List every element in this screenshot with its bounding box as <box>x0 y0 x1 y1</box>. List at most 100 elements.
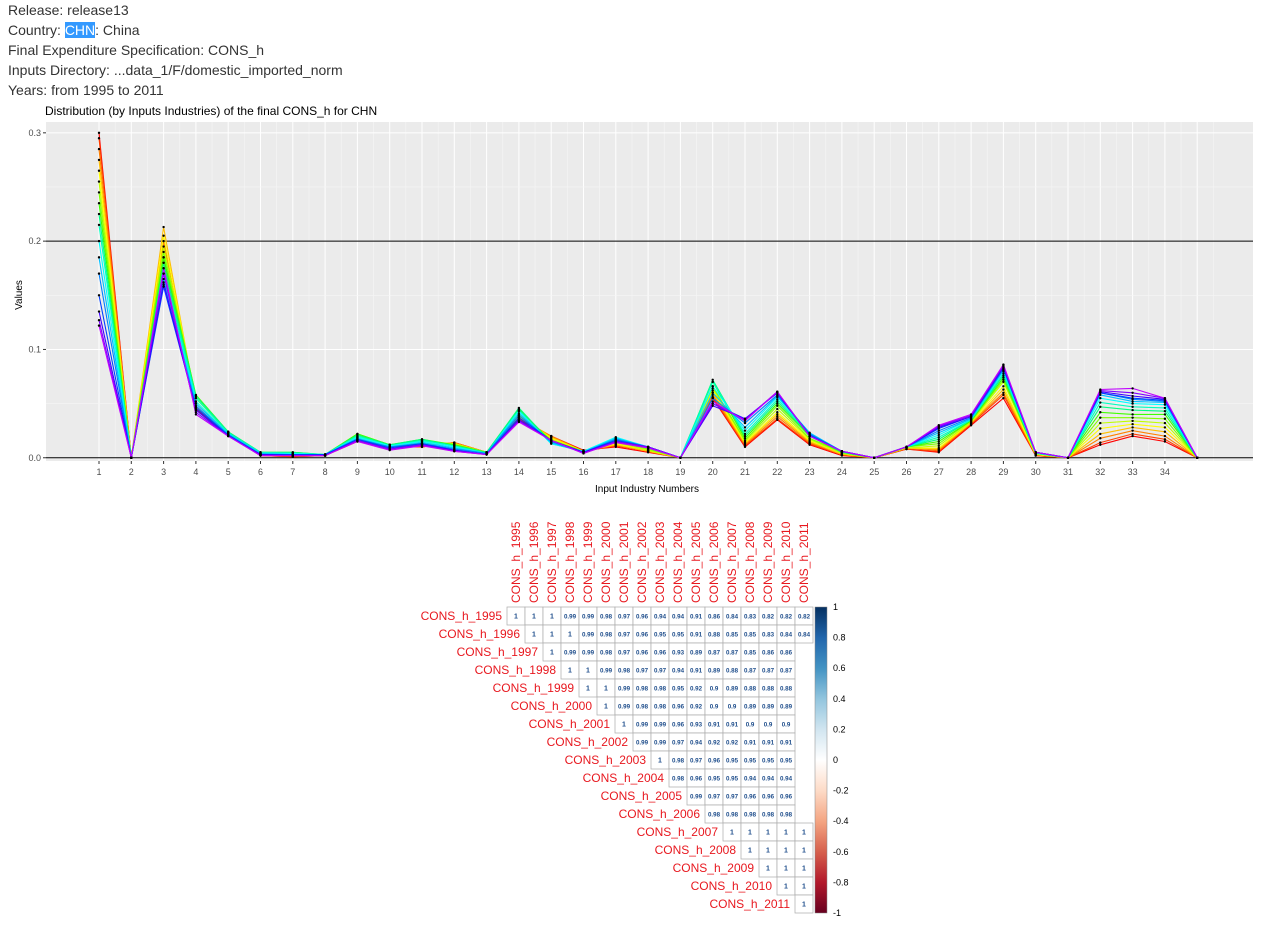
colorbar-gradient <box>814 606 828 914</box>
data-point <box>97 223 101 227</box>
cell-value: 0.87 <box>762 668 775 675</box>
cell-value: 0.98 <box>744 812 757 819</box>
data-point <box>1196 456 1199 459</box>
cell-value: 0.89 <box>690 650 703 657</box>
data-point <box>937 446 940 450</box>
data-point <box>453 450 456 453</box>
cell-value: 0.84 <box>726 614 739 621</box>
cell-value: 1 <box>784 830 788 837</box>
cell-value: 0.88 <box>780 686 793 693</box>
cell-value: 0.98 <box>654 686 667 693</box>
data-point <box>1099 421 1102 425</box>
data-point <box>1099 432 1102 436</box>
cell-value: 0.95 <box>708 776 721 783</box>
cell-value: 0.82 <box>762 614 775 621</box>
row-label: CONS_h_2009 <box>673 861 755 875</box>
data-point <box>743 419 747 423</box>
cell-value: 1 <box>730 830 734 837</box>
data-point <box>776 413 779 416</box>
data-point <box>97 180 101 183</box>
column-label: CONS_h_1995 <box>509 521 523 603</box>
data-point <box>1099 441 1102 444</box>
cell-value: 0.95 <box>762 758 775 765</box>
cell-value: 0.9 <box>710 704 719 711</box>
selected-country-code[interactable]: CHN <box>64 22 96 38</box>
cell-value: 1 <box>748 848 752 855</box>
data-point <box>711 393 714 397</box>
cell-value: 1 <box>568 632 572 639</box>
cell-value: 0.96 <box>672 722 685 729</box>
colorbar-tick-label: 0.4 <box>833 694 846 704</box>
data-point <box>485 453 488 456</box>
x-tick-label: 28 <box>966 467 976 477</box>
cell-value: 0.97 <box>636 668 649 675</box>
data-point <box>97 239 101 243</box>
cell-value: 0.92 <box>690 686 703 693</box>
y-tick-label: 0.3 <box>28 128 41 138</box>
colorbar-tick-label: -1 <box>833 908 841 918</box>
x-tick-label: 22 <box>772 467 782 477</box>
row-label: CONS_h_2001 <box>529 717 611 731</box>
cell-value: 0.88 <box>744 686 757 693</box>
cell-value: 0.95 <box>654 632 667 639</box>
data-point <box>711 402 714 405</box>
data-point <box>937 433 940 437</box>
column-label: CONS_h_1996 <box>527 521 541 603</box>
data-point <box>743 432 747 436</box>
data-point <box>711 391 714 394</box>
data-point <box>1002 363 1005 366</box>
data-point <box>194 408 198 412</box>
cell-value: 0.95 <box>726 776 739 783</box>
cell-value: 0.91 <box>690 668 703 675</box>
cell-value: 0.94 <box>762 776 775 783</box>
x-tick-label: 15 <box>546 467 556 477</box>
data-point <box>1002 391 1005 394</box>
cell-value: 0.84 <box>780 632 793 639</box>
data-point <box>97 131 101 135</box>
data-point <box>711 389 714 392</box>
y-tick-label: 0.0 <box>28 453 41 463</box>
cell-value: 0.85 <box>744 650 757 657</box>
matrix-cells: 1 1 1 0.99 0.99 0.98 0.97 0.96 0.94 0.94 0.91 0.86 0… <box>506 606 814 914</box>
data-point <box>1066 456 1070 459</box>
cell-value: 0.93 <box>690 722 703 729</box>
data-point <box>711 385 714 388</box>
data-point <box>1099 393 1102 397</box>
data-point <box>1099 443 1102 446</box>
x-tick-label: 2 <box>129 467 134 477</box>
data-point <box>1099 416 1102 419</box>
cell-value: 0.99 <box>564 614 577 621</box>
data-point <box>1002 376 1005 379</box>
row-label: CONS_h_2003 <box>565 753 647 767</box>
data-point <box>517 420 521 424</box>
cell-value: 0.9 <box>782 722 791 729</box>
colorbar-tick-label: 0.2 <box>833 724 846 734</box>
row-label: CONS_h_2010 <box>691 879 773 893</box>
data-point <box>97 158 101 162</box>
column-label: CONS_h_2005 <box>689 521 703 603</box>
colorbar-tick-label: 0.8 <box>833 633 846 643</box>
cell-value: 0.85 <box>726 632 739 639</box>
data-point <box>97 319 101 322</box>
x-tick-label: 31 <box>1063 467 1073 477</box>
column-label: CONS_h_2007 <box>725 521 739 603</box>
cell-value: 0.99 <box>654 722 667 729</box>
cell-value: 0.97 <box>618 632 631 639</box>
cell-value: 0.9 <box>710 686 719 693</box>
cell-value: 0.89 <box>744 704 757 711</box>
cell-value: 0.91 <box>780 740 793 747</box>
cell-value: 0.99 <box>654 740 667 747</box>
cell-value: 0.87 <box>708 650 721 657</box>
cell-value: 0.99 <box>564 650 577 657</box>
data-point <box>162 225 165 229</box>
data-point <box>1002 378 1005 381</box>
x-tick-label: 32 <box>1095 467 1105 477</box>
row-label: CONS_h_2011 <box>710 897 791 911</box>
data-point <box>776 400 779 403</box>
cell-value: 0.99 <box>582 614 595 621</box>
x-tick-label: 11 <box>417 467 426 477</box>
data-point <box>194 404 198 407</box>
data-point <box>162 234 165 237</box>
x-tick-label: 14 <box>514 467 524 477</box>
data-point <box>194 400 198 403</box>
